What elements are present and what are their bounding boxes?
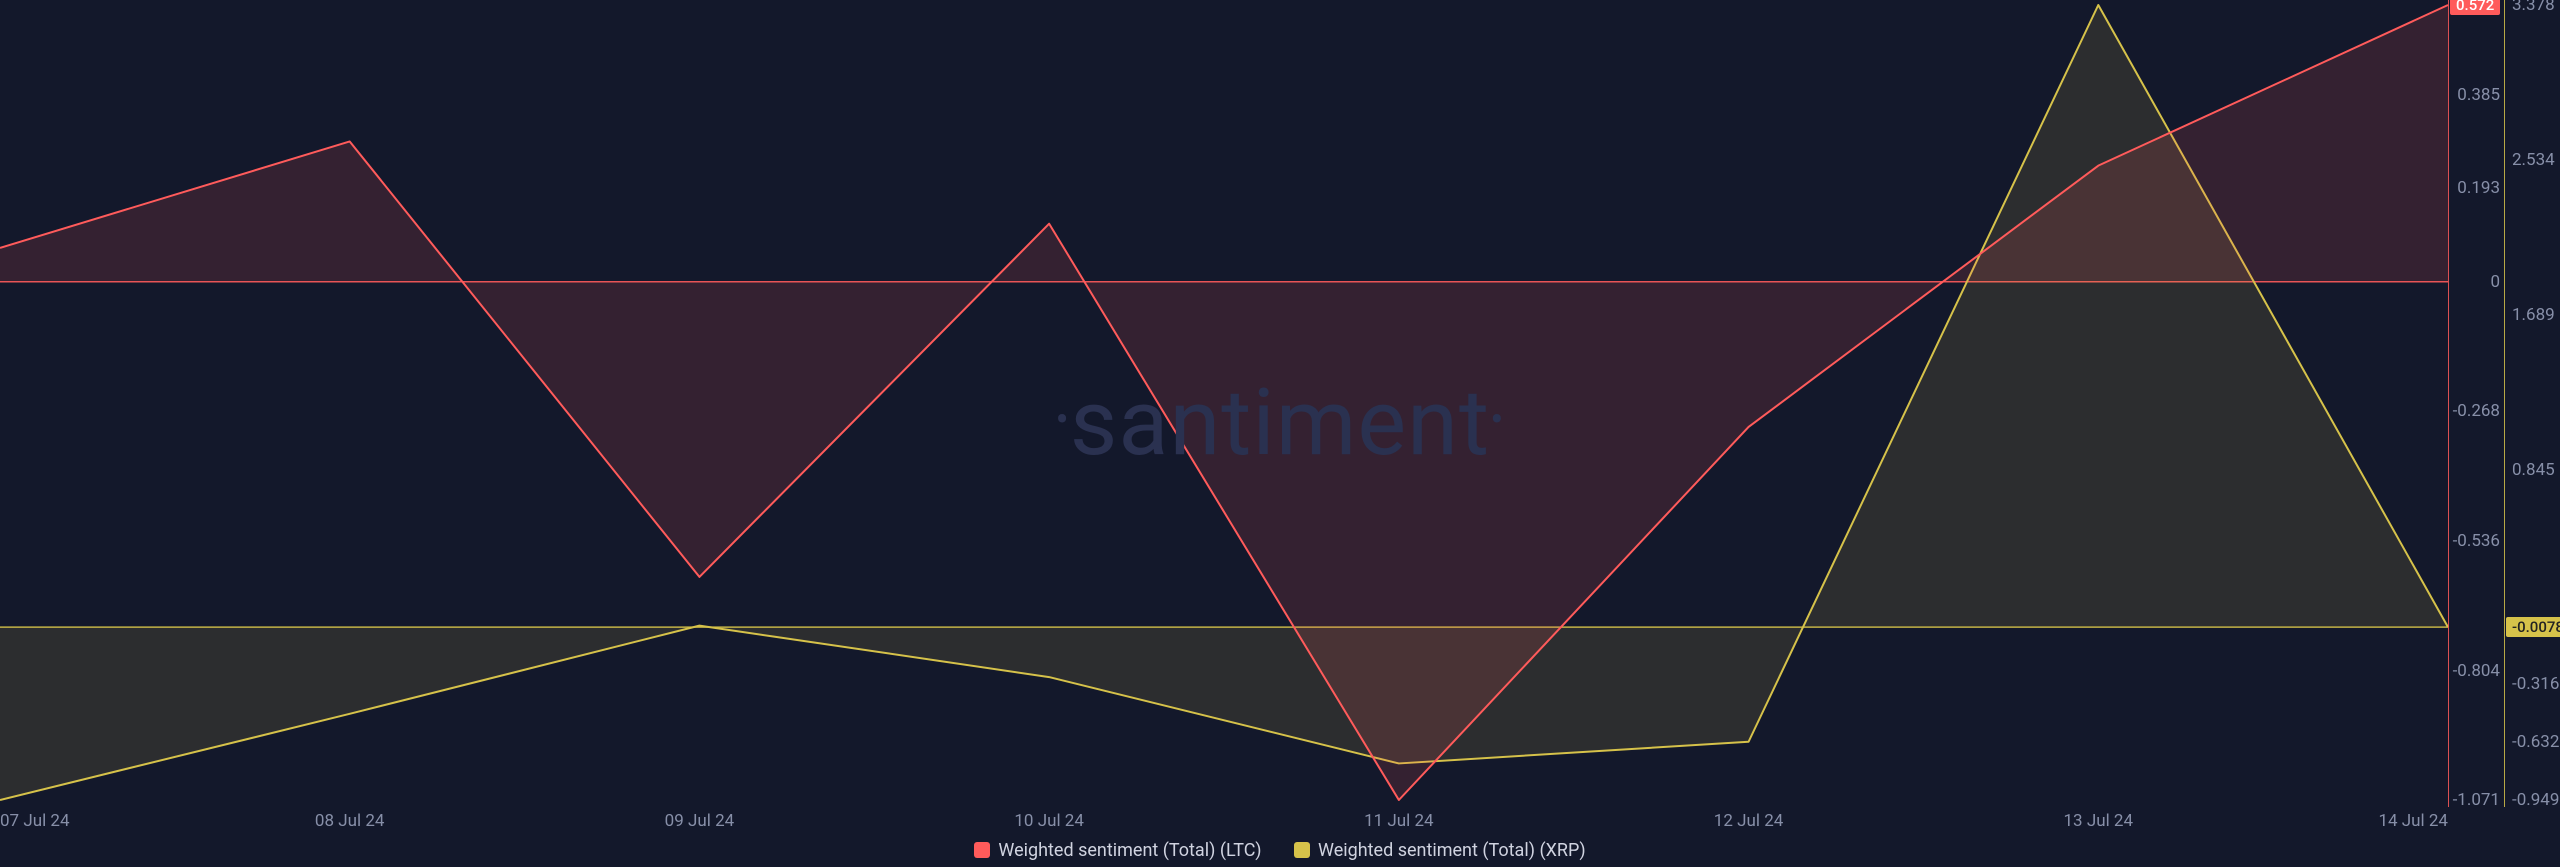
y-tick-label: 1.689	[2512, 305, 2555, 325]
y-tick-label: -0.316	[2512, 674, 2559, 694]
y-tick-label: -0.268	[2453, 401, 2500, 421]
y-tick-label: -0.536	[2453, 531, 2500, 551]
y-tick-label: 3.378	[2512, 0, 2555, 15]
x-tick-label: 08 Jul 24	[315, 811, 385, 831]
x-tick-label: 13 Jul 24	[2064, 811, 2134, 831]
current-value-badge-xrp: -0.007862	[2506, 617, 2560, 637]
x-tick-label: 09 Jul 24	[665, 811, 735, 831]
y-tick-label: -1.071	[2453, 790, 2500, 810]
x-tick-label: 11 Jul 24	[1364, 811, 1434, 831]
current-value-badge-ltc: 0.572	[2450, 0, 2500, 15]
y-tick-label: 0.385	[2457, 85, 2500, 105]
axis-separator-left	[2448, 0, 2449, 807]
x-tick-label: 07 Jul 24	[0, 811, 70, 831]
legend-swatch-xrp	[1294, 842, 1310, 858]
y-tick-label: 0.193	[2457, 178, 2500, 198]
y-tick-label: 2.534	[2512, 150, 2555, 170]
y-tick-label: -0.632	[2512, 732, 2559, 752]
legend-swatch-ltc	[974, 842, 990, 858]
legend-label-ltc: Weighted sentiment (Total) (LTC)	[998, 840, 1261, 861]
y-tick-label: -0.949	[2512, 790, 2559, 810]
legend: Weighted sentiment (Total) (LTC) Weighte…	[0, 840, 2560, 864]
y-axis-left: 0.572 0.385 0.193 0 -0.268 -0.536 -0.804 -1.071	[2454, 0, 2508, 807]
chart-plot	[0, 0, 2560, 867]
x-tick-label: 14 Jul 24	[2378, 811, 2448, 831]
legend-label-xrp: Weighted sentiment (Total) (XRP)	[1318, 840, 1586, 861]
y-tick-label: 0	[2490, 272, 2500, 292]
badge-xrp-value: -0.007862	[2512, 618, 2560, 636]
y-tick-label: -0.804	[2453, 661, 2500, 681]
y-tick-label: 0.845	[2512, 460, 2555, 480]
y-axis-right: 3.378 2.534 1.689 0.845 -0.007862 -0.316 -0.63…	[2508, 0, 2560, 807]
legend-item-xrp[interactable]: Weighted sentiment (Total) (XRP)	[1294, 840, 1586, 861]
x-axis: 07 Jul 24 08 Jul 24 09 Jul 24 10 Jul 24 11 J…	[0, 811, 2460, 831]
x-tick-label: 10 Jul 24	[1014, 811, 1084, 831]
badge-ltc-value: 0.572	[2456, 0, 2494, 14]
sentiment-chart-container: •santiment• 07 Jul 2408 Jul 2409 Jul 241…	[0, 0, 2560, 867]
x-tick-label: 12 Jul 24	[1714, 811, 1784, 831]
legend-item-ltc[interactable]: Weighted sentiment (Total) (LTC)	[974, 840, 1261, 861]
